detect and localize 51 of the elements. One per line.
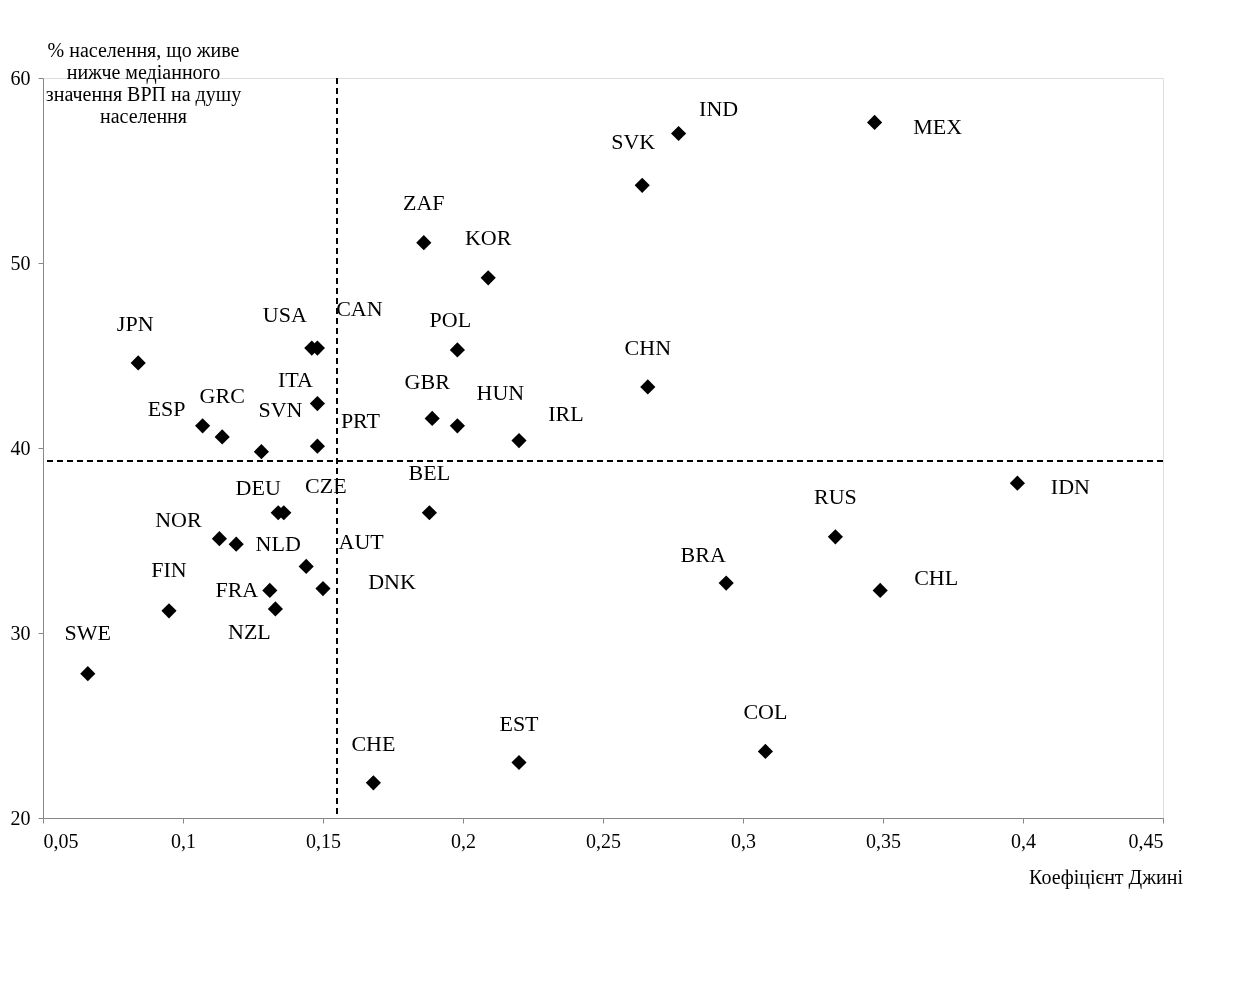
data-label: DNK — [368, 568, 416, 594]
data-label: CHN — [624, 334, 672, 360]
x-tick-label: 0,45 — [1128, 829, 1164, 852]
data-label: COL — [743, 699, 788, 725]
y-tick-label: 30 — [10, 621, 31, 644]
data-label: CAN — [336, 296, 383, 322]
data-label: PRT — [340, 408, 381, 434]
x-tick-label: 0,25 — [586, 829, 621, 852]
x-tick-label: 0,35 — [866, 829, 901, 852]
data-label: GRC — [199, 382, 245, 408]
data-label: RUS — [814, 483, 857, 509]
data-label: NOR — [155, 506, 202, 532]
x-tick-label: 0,05 — [43, 829, 79, 852]
data-label: JPN — [116, 310, 154, 336]
data-label: IDN — [1050, 474, 1091, 500]
y-axis-title: % населення, що живе нижче медіанного значення ВРП на душу населення — [45, 38, 242, 127]
data-label: BEL — [408, 459, 451, 485]
data-label: BRA — [680, 542, 726, 568]
data-label: POL — [429, 306, 472, 332]
data-label: HUN — [476, 379, 525, 405]
data-label: ITA — [277, 366, 313, 392]
data-label: MEX — [913, 114, 963, 140]
data-label: FRA — [215, 577, 259, 603]
data-label: SVK — [611, 129, 656, 155]
x-axis-title: Коефіцієнт Джині — [1029, 866, 1184, 889]
data-label: NZL — [228, 618, 271, 644]
data-label: CHL — [914, 565, 959, 591]
x-tick-label: 0,1 — [171, 829, 196, 852]
y-tick-label: 50 — [10, 251, 31, 274]
data-label: KOR — [464, 224, 512, 250]
y-tick-label: 20 — [10, 806, 31, 829]
data-label: EST — [499, 710, 540, 736]
data-label: ZAF — [403, 189, 445, 215]
data-label: SWE — [64, 619, 112, 645]
x-tick-label: 0,3 — [731, 829, 756, 852]
data-label: AUT — [338, 529, 385, 555]
data-label: ESP — [147, 395, 186, 421]
data-label: DEU — [235, 474, 281, 500]
data-label: IND — [699, 95, 739, 121]
data-label: IRL — [548, 400, 584, 426]
y-tick-label: 40 — [10, 436, 31, 459]
data-label: USA — [262, 302, 307, 328]
data-label: CHE — [351, 730, 396, 756]
data-label: FIN — [151, 556, 187, 582]
data-label: NLD — [255, 531, 301, 557]
x-tick-label: 0,4 — [1011, 829, 1036, 852]
y-tick-label: 60 — [10, 66, 31, 89]
data-label: SVN — [258, 396, 303, 422]
x-tick-label: 0,2 — [451, 829, 476, 852]
x-tick-label: 0,15 — [306, 829, 341, 852]
data-label: GBR — [404, 369, 451, 395]
